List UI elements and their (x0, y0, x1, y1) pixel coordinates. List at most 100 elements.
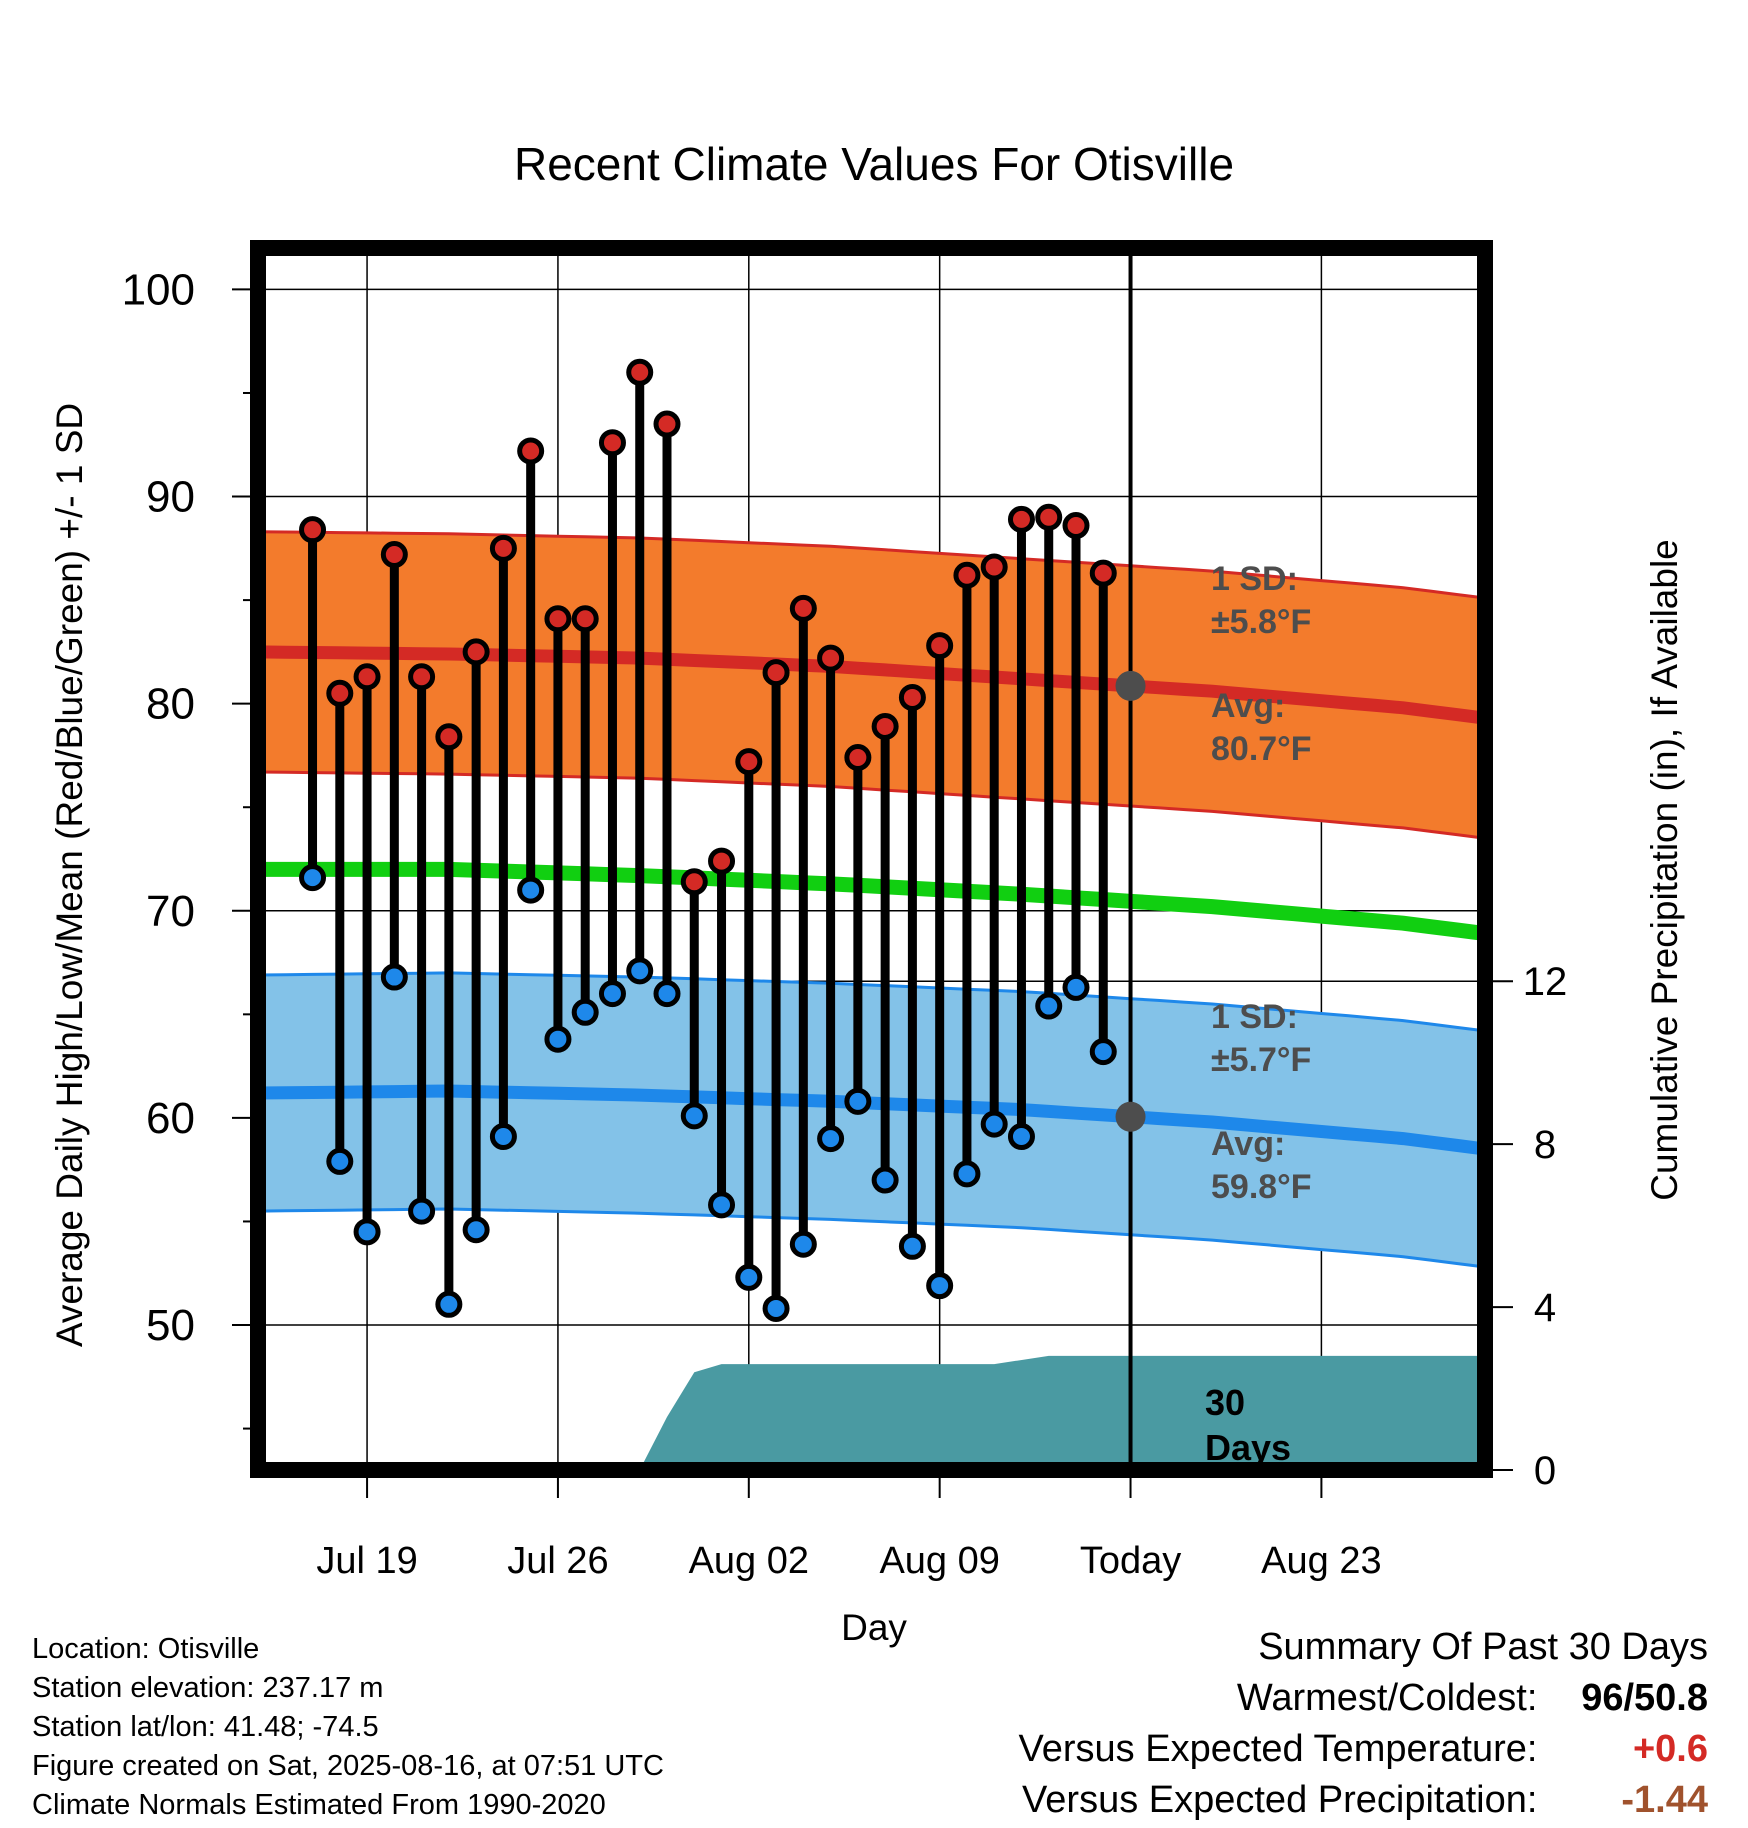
low-avg-label: Avg: (1211, 1125, 1285, 1163)
high-sd-label: 1 SD: (1211, 560, 1298, 598)
daily-high-point (517, 437, 545, 465)
daily-low-point (571, 998, 599, 1026)
high-band-lower-edge (258, 770, 1485, 840)
daily-low-point (680, 1102, 708, 1130)
daily-low-point (299, 864, 327, 892)
low-avg-value: 59.8°F (1211, 1168, 1312, 1206)
normal-mean-line (258, 861, 1485, 942)
x-tick-label: Aug 09 (879, 1540, 999, 1582)
summary-precipitation: Versus Expected Precipitation: -1.44 (808, 1775, 1708, 1826)
daily-high-point (708, 847, 736, 875)
daily-high-point (817, 644, 845, 672)
daily-temperature-marks (299, 358, 1117, 1322)
today-low-avg-marker (1115, 1101, 1146, 1132)
daily-high-point (898, 683, 926, 711)
daily-high-point (1035, 503, 1063, 531)
x-tick-label: Today (1080, 1540, 1181, 1582)
low-sd-label: 1 SD: (1211, 998, 1298, 1036)
daily-low-point (353, 1218, 381, 1246)
warmest-coldest-value: 96/50.8 (1548, 1673, 1708, 1724)
daily-high-point (598, 429, 626, 457)
daily-high-point (571, 605, 599, 633)
normal-high-line (258, 645, 1485, 725)
y2-tick-label: 4 (1534, 1286, 1556, 1330)
daily-high-point (953, 561, 981, 589)
daily-low-point (1007, 1123, 1035, 1151)
period-number: 30 (1205, 1382, 1245, 1423)
daily-low-point (380, 963, 408, 991)
daily-low-point (871, 1166, 899, 1194)
created-text: Figure created on Sat, 2025-08-16, at 07… (32, 1750, 664, 1782)
x-tick-label: Aug 23 (1261, 1540, 1381, 1582)
temperature-anomaly-label: Versus Expected Temperature: (1018, 1728, 1538, 1770)
precipitation-anomaly-label: Versus Expected Precipitation: (1022, 1779, 1538, 1821)
daily-low-point (408, 1197, 436, 1225)
today-high-avg-marker (1115, 670, 1146, 701)
y2-tick-label: 0 (1534, 1449, 1556, 1493)
daily-high-point (462, 638, 490, 666)
daily-low-point (626, 957, 654, 985)
warmest-value: 96 (1581, 1677, 1624, 1719)
daily-high-point (844, 744, 872, 772)
y-tick-label: 60 (146, 1094, 195, 1143)
daily-high-point (299, 516, 327, 544)
daily-low-point (898, 1232, 926, 1260)
temperature-anomaly-value: +0.6 (1632, 1728, 1708, 1770)
daily-high-point (926, 632, 954, 660)
chart-title: Recent Climate Values For Otisville (514, 138, 1234, 190)
coldest-value: 50.8 (1634, 1677, 1708, 1719)
daily-high-point (489, 534, 517, 562)
daily-high-point (980, 553, 1008, 581)
elevation-text: Station elevation: 237.17 m (32, 1672, 384, 1704)
x-axis-label: Day (841, 1607, 907, 1648)
precipitation-anomaly-value: -1.44 (1621, 1779, 1708, 1821)
y2-axis-label: Cumulative Precipitation (in), If Availa… (1644, 539, 1685, 1201)
high-band-upper-edge (258, 530, 1485, 600)
precip-area (258, 1355, 1485, 1470)
daily-low-point (762, 1294, 790, 1322)
plot-frame (250, 240, 1493, 1478)
daily-low-point (980, 1110, 1008, 1138)
daily-low-point (708, 1191, 736, 1219)
daily-low-point (544, 1025, 572, 1053)
summary-title: Summary Of Past 30 Days (1258, 1626, 1708, 1668)
daily-low-point (735, 1263, 763, 1291)
y2-tick-label: 8 (1534, 1123, 1556, 1167)
normal-low-line (258, 1084, 1485, 1156)
x-tick-label: Jul 26 (507, 1540, 608, 1582)
y-tick-label: 100 (122, 265, 195, 314)
y-tick-label: 90 (146, 473, 195, 522)
daily-high-point (653, 410, 681, 438)
daily-high-point (380, 541, 408, 569)
summary-temperature: Versus Expected Temperature: +0.6 (808, 1724, 1708, 1775)
daily-low-point (844, 1087, 872, 1115)
daily-low-point (517, 876, 545, 904)
grid-lines (258, 248, 1485, 1470)
x-tick-label: Jul 19 (316, 1540, 417, 1582)
daily-high-point (789, 594, 817, 622)
value-separator: / (1623, 1677, 1635, 1719)
high-avg-value: 80.7°F (1211, 730, 1312, 768)
daily-high-point (353, 663, 381, 691)
location-text: Location: Otisville (32, 1633, 260, 1665)
daily-high-point (626, 358, 654, 386)
summary-panel: Summary Of Past 30 Days Warmest/Coldest:… (808, 1622, 1708, 1826)
y-tick-label: 70 (146, 887, 195, 936)
daily-low-point (817, 1125, 845, 1153)
y2-tick-label: 12 (1523, 960, 1568, 1004)
daily-low-point (1089, 1038, 1117, 1066)
daily-high-point (435, 723, 463, 751)
daily-low-point (598, 980, 626, 1008)
daily-low-point (1035, 992, 1063, 1020)
summary-warmest-coldest: Warmest/Coldest: 96/50.8 (808, 1673, 1708, 1724)
daily-low-point (789, 1230, 817, 1258)
daily-high-point (762, 659, 790, 687)
x-tick-label: Aug 02 (689, 1540, 809, 1582)
warmest-coldest-label: Warmest/Coldest: (1236, 1677, 1538, 1719)
station-info: Location: Otisville Station elevation: 2… (32, 1630, 932, 1825)
daily-high-point (1007, 505, 1035, 533)
latlon-text: Station lat/lon: 41.48; -74.5 (32, 1711, 379, 1743)
left-axis-ticks: 100 90 80 70 60 50 (122, 265, 250, 1430)
low-sd-band (258, 972, 1485, 1267)
